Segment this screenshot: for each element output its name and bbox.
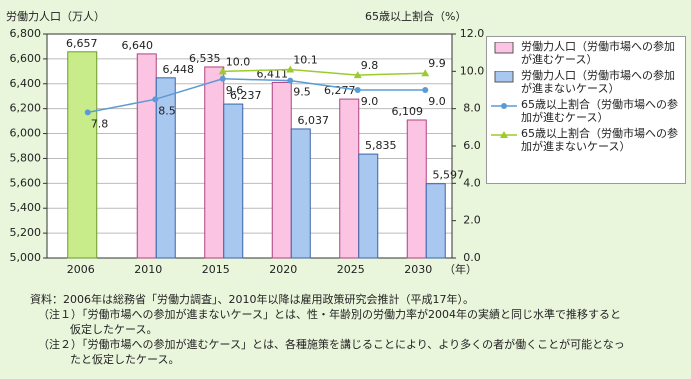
legend-swatch <box>494 71 514 83</box>
x-tick-label: 2015 <box>202 263 230 276</box>
data-label: 6,535 <box>189 52 221 65</box>
x-tick-label: 2020 <box>269 263 297 276</box>
swatch <box>494 71 514 83</box>
data-label: 10.1 <box>293 53 318 66</box>
chart: 労働力人口（万人） 65歳以上割合（%） 5,000 5,200 5,400 5,60… <box>6 9 485 276</box>
plot-frame <box>46 33 453 259</box>
bar <box>290 128 311 259</box>
point <box>287 77 294 84</box>
data-label: 5,835 <box>365 139 397 152</box>
notes: 資料：2006年は総務省「労働力調査」、2010年以降は雇用政策研究会推計（平成… <box>30 292 625 367</box>
legend-label: 労働力人口（労働市場への参加が進まないケース） <box>521 69 675 95</box>
point <box>354 87 361 93</box>
line <box>222 68 426 76</box>
data-label: 9.0 <box>361 95 379 108</box>
y-tick-label: 6,200 <box>10 102 42 115</box>
legend: 労働力人口（労働市場への参加が進むケース） 労働力人口（労働市場への参加が進まない… <box>486 36 686 184</box>
data-label: 6,657 <box>66 37 98 50</box>
y-tick-label: 5,800 <box>10 151 42 164</box>
data-label: 6,277 <box>324 84 356 97</box>
y2-tick-label: 2.0 <box>463 214 481 227</box>
data-label: 9.5 <box>293 86 311 99</box>
point <box>286 65 295 73</box>
note: たと仮定したケース。 <box>70 353 180 366</box>
note: （注２）「労働市場への参加が進むケース」とは、各種施策を講じることにより、より多… <box>38 338 625 351</box>
y2-tick-label: 0.0 <box>463 251 481 264</box>
data-label: 6,237 <box>230 89 262 102</box>
y-tick-label: 6,000 <box>10 127 42 140</box>
data-label: 9.9 <box>428 57 446 70</box>
legend-label: 65歳以上割合（労働市場への参加が進まないケース） <box>521 127 678 153</box>
bar <box>155 77 176 259</box>
y-tick-label: 5,000 <box>10 251 42 264</box>
y-tick-label: 5,600 <box>10 176 42 189</box>
legend-swatch <box>491 131 517 138</box>
y-tick-label: 6,400 <box>10 77 42 90</box>
y2-tick-label: 8.0 <box>463 102 481 115</box>
legend-item: 労働力人口（労働市場への参加が進むケース） <box>491 40 681 66</box>
point <box>421 69 430 77</box>
point <box>353 71 362 79</box>
point <box>219 75 226 82</box>
data-label: 9.0 <box>428 95 446 108</box>
y2-tick-label: 10.0 <box>460 64 485 77</box>
x-tick-label: 2010 <box>134 263 162 276</box>
y-tick-label: 5,200 <box>10 226 42 239</box>
bar <box>204 66 225 259</box>
y-tick-label: 5,400 <box>10 201 42 214</box>
y2-axis-title: 65歳以上割合（%） <box>365 9 466 23</box>
legend-item: 労働力人口（労働市場への参加が進まないケース） <box>491 69 681 95</box>
legend-label: 労働力人口（労働市場への参加が進むケース） <box>521 40 675 66</box>
data-label: 6,037 <box>298 114 330 127</box>
y-axis-title: 労働力人口（万人） <box>6 9 105 23</box>
legend-label: 65歳以上割合（労働市場への参加が進むケース） <box>521 98 678 124</box>
swatch-point <box>501 103 507 109</box>
y2-tick-label: 6.0 <box>463 139 481 152</box>
y-tick-label: 6,800 <box>10 27 42 40</box>
y-tick-label: 6,600 <box>10 52 42 65</box>
data-label: 6,109 <box>392 105 424 118</box>
point <box>152 96 159 103</box>
swatch-point <box>500 131 508 138</box>
bar <box>406 119 427 259</box>
y2-tick-label: 4.0 <box>463 176 481 189</box>
bar <box>271 81 292 259</box>
bar <box>339 98 360 259</box>
bar <box>67 51 98 259</box>
data-label: 7.8 <box>91 117 109 130</box>
bar <box>425 183 446 259</box>
x-tick-label: 2006 <box>67 263 95 276</box>
legend-item: 65歳以上割合（労働市場への参加が進まないケース） <box>491 127 681 153</box>
data-label: 8.5 <box>158 104 176 117</box>
data-label: 5,597 <box>433 169 465 182</box>
line <box>87 78 426 114</box>
point <box>218 67 227 75</box>
legend-swatch <box>491 103 517 109</box>
legend-item: 65歳以上割合（労働市場への参加が進むケース） <box>491 98 681 124</box>
swatch <box>494 42 514 54</box>
note: 仮定したケース。 <box>70 323 158 336</box>
bar <box>223 103 244 259</box>
point <box>84 109 91 116</box>
point <box>422 87 429 93</box>
legend-swatch <box>494 42 514 54</box>
bar <box>136 53 157 259</box>
y2-tick-label: 12.0 <box>460 27 485 40</box>
data-label: 9.6 <box>226 84 244 97</box>
data-label: 10.0 <box>226 55 251 68</box>
x-tick-label: 2030 <box>404 263 432 276</box>
x-tick-label: 2025 <box>337 263 365 276</box>
x-unit: （年） <box>444 262 477 276</box>
note: 資料：2006年は総務省「労働力調査」、2010年以降は雇用政策研究会推計（平成… <box>30 293 474 306</box>
data-label: 6,448 <box>163 63 195 76</box>
note: （注１）「労働市場への参加が進まないケース」とは、性・年齢別の労働力率が2004… <box>38 308 621 321</box>
data-label: 6,640 <box>122 39 154 52</box>
bar <box>358 153 379 259</box>
data-label: 9.8 <box>361 59 379 72</box>
